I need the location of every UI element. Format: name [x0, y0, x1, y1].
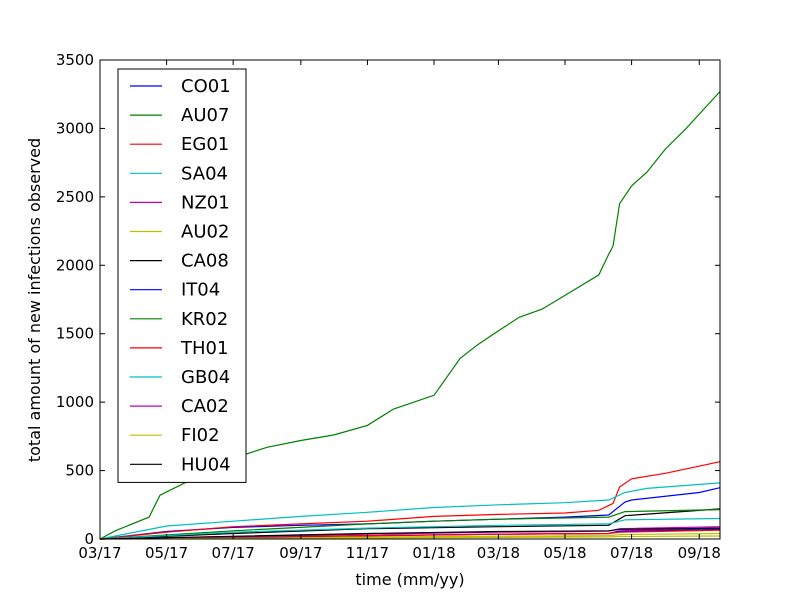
plot-frame [99, 59, 721, 540]
y-tick-label: 3500 [56, 51, 94, 69]
legend: CO01 AU07 EG01 SA04 NZ01 AU02 CA08 IT04 KR02 TH01… [117, 68, 247, 483]
x-tick-label: 09/17 [279, 544, 322, 562]
y-tick-label: 3000 [56, 119, 94, 137]
series-line-gb04 [99, 517, 721, 540]
tick-layer: 0 500 1000 1500 2000 2500 3000 3500 03/17 05/17 07… [56, 51, 721, 562]
legend-label-au07: AU07 [181, 105, 229, 126]
legend-label-ca02: CA02 [181, 396, 229, 417]
legend-label-co01: CO01 [181, 76, 231, 97]
x-tick-label: 09/18 [678, 544, 721, 562]
x-tick-label: 05/17 [145, 544, 188, 562]
x-tick-label: 03/18 [477, 544, 520, 562]
series-line-eg01 [99, 461, 721, 540]
y-tick-label: 500 [65, 462, 94, 480]
x-axis-label: time (mm/yy) [355, 570, 464, 589]
x-tick-label: 03/17 [78, 544, 121, 562]
legend-label-hu04: HU04 [181, 454, 231, 475]
legend-box [117, 68, 247, 483]
legend-label-eg01: EG01 [181, 134, 229, 155]
legend-label-kr02: KR02 [181, 309, 228, 330]
x-tick-label: 05/18 [543, 544, 586, 562]
x-tick-label: 07/18 [610, 544, 653, 562]
x-tick-label: 11/17 [346, 544, 389, 562]
legend-label-th01: TH01 [180, 338, 228, 359]
legend-label-ca08: CA08 [181, 251, 229, 272]
y-tick-label: 2000 [56, 256, 94, 274]
legend-label-au02: AU02 [181, 222, 229, 243]
y-axis-label: total amount of new infections observed [25, 138, 44, 462]
series-line-sa04 [99, 482, 721, 540]
y-tick-label: 1500 [56, 325, 94, 343]
x-tick-label: 07/17 [212, 544, 255, 562]
legend-label-gb04: GB04 [181, 367, 230, 388]
y-tick-label: 2500 [56, 188, 94, 206]
y-tick-label: 0 [84, 530, 94, 548]
legend-label-fi02: FI02 [181, 425, 220, 446]
series-line-ca08 [99, 508, 721, 540]
x-tick-label: 01/18 [412, 544, 455, 562]
legend-label-nz01: NZ01 [181, 192, 230, 213]
series-line-kr02 [99, 509, 721, 540]
legend-label-sa04: SA04 [181, 163, 228, 184]
y-tick-label: 1000 [56, 393, 94, 411]
legend-label-it04: IT04 [181, 280, 220, 301]
